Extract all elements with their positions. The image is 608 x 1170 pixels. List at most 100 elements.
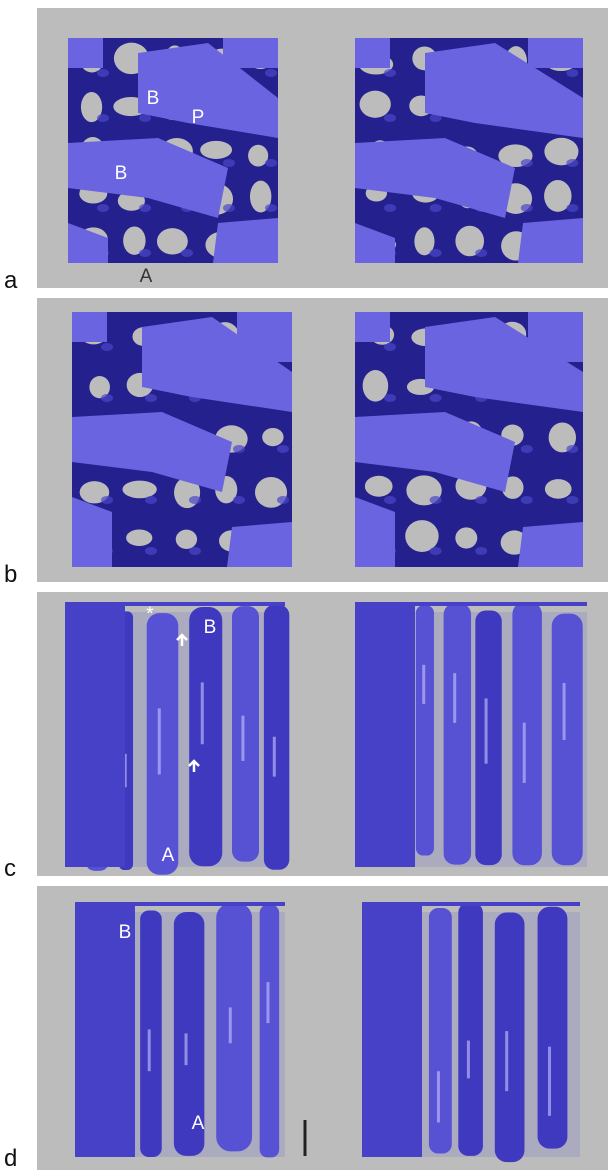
column-shine (523, 723, 526, 783)
column-shine (437, 1071, 440, 1122)
panel-label: b (4, 561, 17, 588)
slab (72, 312, 107, 342)
highlight (181, 249, 193, 257)
column (444, 603, 471, 864)
highlight (265, 204, 277, 212)
pore (405, 520, 438, 552)
highlight (475, 496, 487, 504)
column (65, 602, 125, 867)
highlight (189, 496, 201, 504)
annotation: B (115, 163, 128, 184)
slab (518, 218, 583, 263)
column-shine (563, 683, 566, 740)
highlight (139, 249, 151, 257)
highlight (521, 159, 533, 167)
highlight (277, 445, 289, 453)
slab (68, 38, 103, 68)
annotation: P (192, 107, 205, 128)
column (140, 910, 162, 1157)
highlight (384, 204, 396, 212)
highlight (566, 204, 578, 212)
highlight (233, 496, 245, 504)
panel-label: d (4, 1145, 17, 1170)
highlight (277, 496, 289, 504)
pore (455, 527, 477, 548)
column-shine (266, 982, 269, 1023)
figure: a b c d B P B A B * A B A (0, 0, 608, 1170)
column (475, 610, 501, 865)
column-shine (548, 1047, 551, 1116)
highlight (430, 496, 442, 504)
highlight (145, 547, 157, 555)
column (458, 903, 483, 1156)
slab (237, 312, 292, 362)
slab (223, 38, 278, 68)
column-shine (229, 1007, 232, 1043)
column (260, 905, 280, 1158)
slab (518, 522, 583, 567)
highlight (566, 496, 578, 504)
column (362, 902, 422, 1157)
highlight (223, 204, 235, 212)
highlight (430, 204, 442, 212)
slab (355, 312, 390, 342)
column-shine (148, 1029, 151, 1071)
highlight (430, 547, 442, 555)
annotation: B (204, 617, 217, 638)
highlight (101, 496, 113, 504)
highlight (101, 394, 113, 402)
highlight (265, 69, 277, 77)
highlight (384, 496, 396, 504)
column (216, 903, 252, 1151)
column-shine (485, 698, 488, 763)
column (355, 602, 415, 867)
pore (365, 476, 393, 497)
highlight (189, 547, 201, 555)
column (147, 613, 179, 875)
highlight (384, 343, 396, 351)
column-shine (201, 682, 204, 744)
highlight (145, 496, 157, 504)
pore (545, 479, 572, 499)
slab (355, 38, 390, 68)
highlight (475, 547, 487, 555)
highlight (430, 394, 442, 402)
pore (360, 91, 391, 118)
highlight (101, 343, 113, 351)
column (429, 908, 452, 1154)
column-shine (158, 708, 161, 774)
highlight (233, 445, 245, 453)
highlight (265, 159, 277, 167)
highlight (521, 445, 533, 453)
highlight (97, 114, 109, 122)
column (512, 602, 541, 865)
highlight (521, 204, 533, 212)
highlight (97, 204, 109, 212)
pore (122, 481, 156, 499)
panel-label: c (4, 855, 16, 882)
pore (126, 530, 152, 547)
highlight (566, 445, 578, 453)
top-rim (415, 602, 587, 606)
column-shine (422, 665, 425, 704)
annotation: A (192, 1113, 205, 1134)
annotation: B (147, 88, 160, 109)
top-rim (135, 902, 285, 906)
column (232, 606, 259, 862)
column-shine (467, 1041, 470, 1079)
pore (262, 428, 283, 446)
highlight (430, 249, 442, 257)
highlight (139, 204, 151, 212)
highlight (384, 114, 396, 122)
slab (528, 38, 583, 68)
annotation: A (140, 266, 153, 287)
page: a b c d B P B A B * A B A (() => { const… (0, 0, 608, 1170)
highlight (384, 69, 396, 77)
column (552, 614, 583, 866)
column-shine (185, 1033, 188, 1065)
slab (528, 312, 583, 362)
panel-label: a (4, 267, 18, 294)
column (189, 607, 222, 866)
column-shine (273, 737, 276, 777)
highlight (475, 249, 487, 257)
